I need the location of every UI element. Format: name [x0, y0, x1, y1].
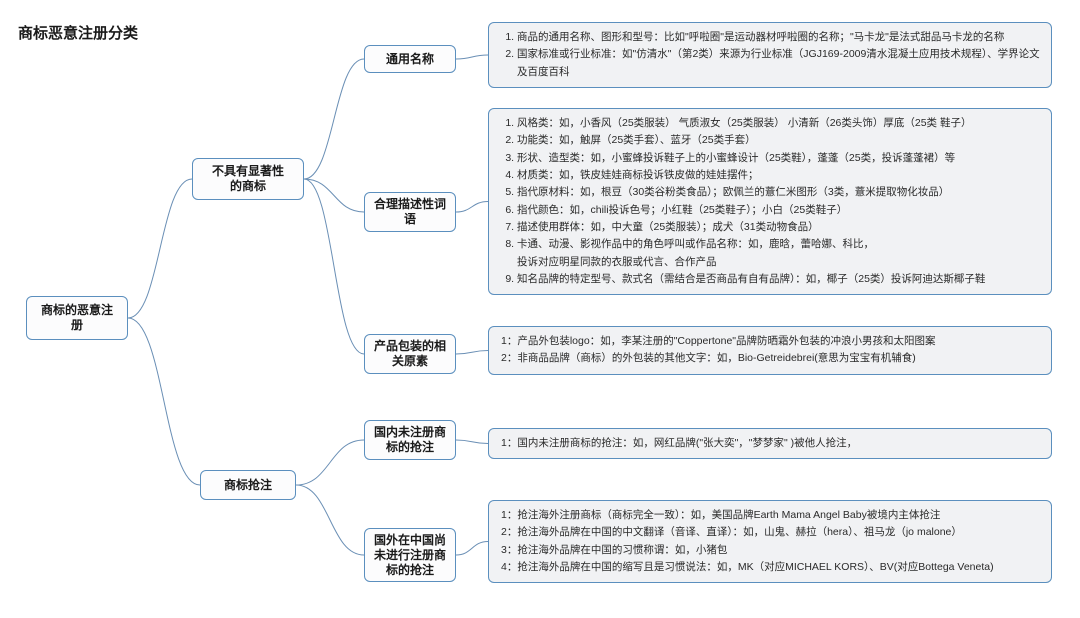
detail-item: 风格类：如，小香风（25类服装） 气质淑女（25类服装） 小清新（26类头饰）厚…: [517, 115, 1041, 132]
detail-item: 指代原材料：如，根豆（30类谷粉类食品）；欧佩兰的薏仁米图形（3类，薏米提取物化…: [517, 184, 1041, 201]
node-leaf1_1: 通用名称: [364, 45, 456, 73]
node-branch2: 商标抢注: [200, 470, 296, 500]
detail-line: 4：抢注海外品牌在中国的缩写且是习惯说法：如，MK（对应MICHAEL KORS…: [499, 559, 1041, 576]
detail-item: 功能类：如，触屏（25类手套）、蓝牙（25类手套）: [517, 132, 1041, 149]
detail-item: 指代颜色：如，chili投诉色号；小红鞋（25类鞋子）；小白（25类鞋子）: [517, 202, 1041, 219]
detail-item: 材质类：如，铁皮娃娃商标投诉铁皮做的娃娃摆件；: [517, 167, 1041, 184]
detail-d2: 风格类：如，小香风（25类服装） 气质淑女（25类服装） 小清新（26类头饰）厚…: [488, 108, 1052, 295]
detail-item: 知名品牌的特定型号、款式名（需结合是否商品有自有品牌）：如，椰子（25类）投诉阿…: [517, 271, 1041, 288]
node-leaf1_2: 合理描述性词语: [364, 192, 456, 232]
node-branch1: 不具有显著性的商标: [192, 158, 304, 200]
detail-line: 3：抢注海外品牌在中国的习惯称谓：如，小猪包: [499, 542, 1041, 559]
detail-item: 卡通、动漫、影视作品中的角色呼叫或作品名称：如，鹿晗，蕾哈娜、科比，投诉对应明星…: [517, 236, 1041, 271]
node-root: 商标的恶意注册: [26, 296, 128, 340]
detail-line: 1：抢注海外注册商标（商标完全一致）：如，美国品牌Earth Mama Ange…: [499, 507, 1041, 524]
detail-item: 商品的通用名称、图形和型号：比如"呼啦圈"是运动器材呼啦圈的名称；"马卡龙"是法…: [517, 29, 1041, 46]
node-leaf2_2: 国外在中国尚未进行注册商标的抢注: [364, 528, 456, 582]
detail-line: 2：非商品品牌（商标）的外包装的其他文字：如，Bio-Getreidebrei(…: [499, 350, 1041, 367]
detail-item: 形状、造型类：如，小蜜蜂投诉鞋子上的小蜜蜂设计（25类鞋），蓬蓬（25类，投诉蓬…: [517, 150, 1041, 167]
node-leaf1_3: 产品包装的相关原素: [364, 334, 456, 374]
node-leaf2_1: 国内未注册商标的抢注: [364, 420, 456, 460]
detail-item: 国家标准或行业标准：如"仿清水"（第2类）来源为行业标准（JGJ169-2009…: [517, 46, 1041, 81]
detail-d5: 1：抢注海外注册商标（商标完全一致）：如，美国品牌Earth Mama Ange…: [488, 500, 1052, 583]
detail-line: 1：国内未注册商标的抢注：如，网红品牌("张大奕"，"梦梦家" )被他人抢注，: [499, 435, 1041, 452]
detail-d4: 1：国内未注册商标的抢注：如，网红品牌("张大奕"，"梦梦家" )被他人抢注，: [488, 428, 1052, 459]
detail-line: 2：抢注海外品牌在中国的中文翻译（音译、直译）：如，山鬼、赫拉（hera）、祖马…: [499, 524, 1041, 541]
detail-d3: 1：产品外包装logo：如，李某注册的"Coppertone"品牌防晒霜外包装的…: [488, 326, 1052, 375]
detail-item: 描述使用群体：如，中大童（25类服装）；成犬（31类动物食品）: [517, 219, 1041, 236]
detail-d1: 商品的通用名称、图形和型号：比如"呼啦圈"是运动器材呼啦圈的名称；"马卡龙"是法…: [488, 22, 1052, 88]
diagram-title: 商标恶意注册分类: [18, 22, 138, 43]
detail-line: 1：产品外包装logo：如，李某注册的"Coppertone"品牌防晒霜外包装的…: [499, 333, 1041, 350]
